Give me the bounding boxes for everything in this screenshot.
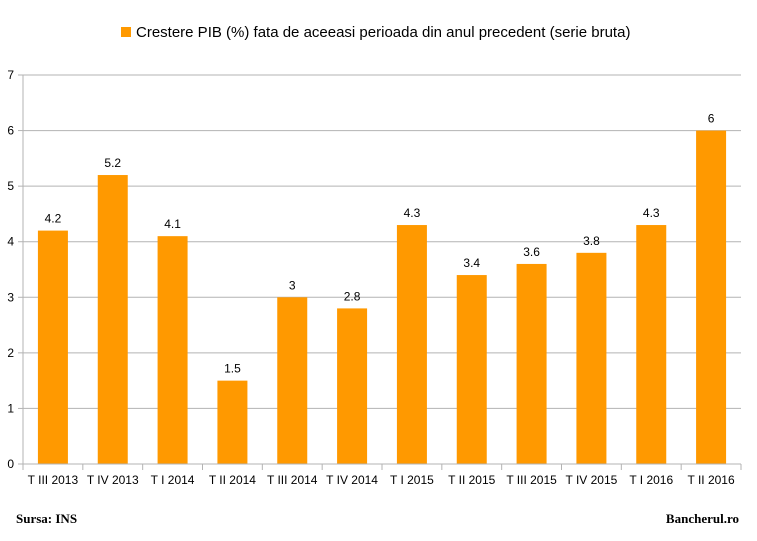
y-tick-label: 5 bbox=[7, 179, 14, 193]
legend-label: Crestere PIB (%) fata de aceeasi perioad… bbox=[136, 24, 630, 41]
y-tick-label: 0 bbox=[7, 457, 14, 471]
x-tick-label: T I 2016 bbox=[629, 473, 673, 487]
data-label: 2.8 bbox=[344, 289, 361, 303]
x-tick-label: T IV 2015 bbox=[566, 473, 618, 487]
bar bbox=[37, 230, 68, 464]
y-tick-label: 4 bbox=[7, 235, 14, 249]
bar bbox=[217, 380, 248, 464]
brand-logo-text: Bancherul.ro bbox=[665, 511, 739, 526]
y-tick-label: 2 bbox=[7, 346, 14, 360]
x-tick-label: T I 2014 bbox=[151, 473, 195, 487]
x-tick-label: T II 2015 bbox=[448, 473, 495, 487]
source-note: Sursa: INS bbox=[16, 511, 78, 526]
axes bbox=[22, 75, 741, 465]
data-label: 4.3 bbox=[404, 206, 421, 220]
bar bbox=[636, 225, 667, 464]
x-tick-label: T III 2015 bbox=[506, 473, 557, 487]
data-label: 5.2 bbox=[104, 156, 121, 170]
x-tick-label: T I 2015 bbox=[390, 473, 434, 487]
x-tick-label: T III 2013 bbox=[28, 473, 79, 487]
data-label: 4.3 bbox=[643, 206, 660, 220]
bar bbox=[696, 130, 727, 465]
y-tick-label: 6 bbox=[7, 124, 14, 138]
x-axis-tick-labels: T III 2013 T IV 2013 T I 2014 T II 2014 T II… bbox=[22, 464, 742, 487]
gridlines bbox=[18, 74, 741, 465]
data-label: 3.4 bbox=[463, 256, 480, 270]
bar bbox=[157, 236, 188, 464]
x-tick-label: T II 2016 bbox=[688, 473, 735, 487]
data-label: 6 bbox=[708, 112, 715, 126]
y-axis-tick-labels: 0 1 2 3 4 5 6 7 bbox=[7, 68, 14, 471]
legend-swatch bbox=[121, 27, 131, 37]
x-tick-label: T IV 2013 bbox=[87, 473, 139, 487]
bar bbox=[456, 275, 487, 464]
bar bbox=[337, 308, 368, 464]
data-label: 3 bbox=[289, 278, 296, 292]
x-tick-label: T IV 2014 bbox=[326, 473, 378, 487]
data-label: 1.5 bbox=[224, 362, 241, 376]
y-tick-label: 3 bbox=[7, 290, 14, 304]
bar bbox=[516, 263, 547, 464]
data-label: 3.6 bbox=[523, 245, 540, 259]
x-tick-label: T II 2014 bbox=[209, 473, 256, 487]
bars bbox=[37, 130, 727, 465]
bar bbox=[576, 252, 607, 464]
x-tick-label: T III 2014 bbox=[267, 473, 318, 487]
y-tick-label: 1 bbox=[7, 401, 14, 415]
data-label: 3.8 bbox=[583, 234, 600, 248]
data-label: 4.1 bbox=[164, 217, 181, 231]
y-tick-label: 7 bbox=[7, 68, 14, 82]
data-labels: 4.2 5.2 4.1 1.5 3 2.8 4.3 3.4 3.6 3.8 4.3 6 bbox=[45, 112, 715, 376]
bar bbox=[277, 297, 308, 464]
bar bbox=[97, 175, 128, 464]
legend: Crestere PIB (%) fata de aceeasi perioad… bbox=[121, 24, 630, 41]
data-label: 4.2 bbox=[45, 212, 62, 226]
bar bbox=[396, 225, 427, 464]
